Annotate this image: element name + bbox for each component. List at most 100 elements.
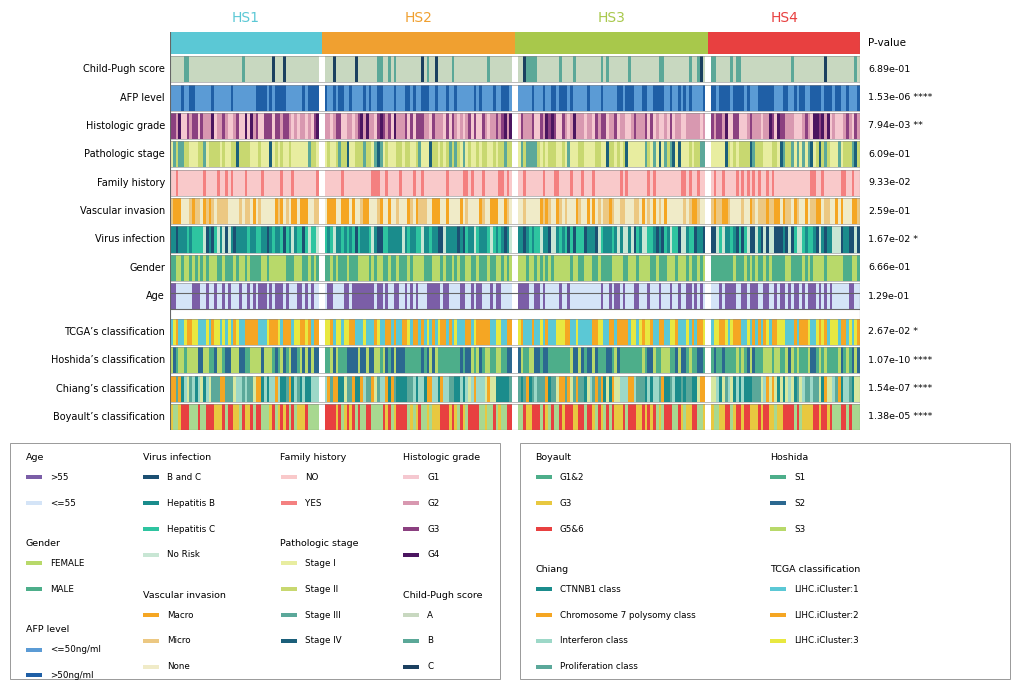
Bar xyxy=(835,347,837,373)
Bar xyxy=(512,283,515,310)
Bar xyxy=(338,255,340,281)
Bar xyxy=(644,170,647,196)
Bar xyxy=(338,319,340,345)
Bar xyxy=(534,347,537,373)
Bar xyxy=(741,85,743,111)
Bar xyxy=(765,347,768,373)
Bar xyxy=(398,113,401,139)
Bar xyxy=(743,170,746,196)
Bar xyxy=(754,226,757,252)
Text: None: None xyxy=(167,663,190,671)
Bar xyxy=(804,347,807,373)
Bar xyxy=(851,255,854,281)
Bar xyxy=(363,319,366,345)
Bar xyxy=(448,319,451,345)
Bar xyxy=(570,56,573,83)
Bar xyxy=(780,170,782,196)
Bar xyxy=(594,141,597,167)
Bar xyxy=(405,255,407,281)
Bar xyxy=(445,85,448,111)
Bar xyxy=(846,226,848,252)
Bar xyxy=(346,404,350,430)
Bar xyxy=(773,170,776,196)
Bar xyxy=(303,85,305,111)
Bar xyxy=(209,198,211,224)
Bar xyxy=(319,85,321,111)
Bar xyxy=(269,85,272,111)
Bar xyxy=(526,376,528,402)
Bar xyxy=(597,85,600,111)
Bar xyxy=(713,198,715,224)
Bar xyxy=(374,319,377,345)
Bar xyxy=(666,85,668,111)
Bar xyxy=(625,113,628,139)
Bar xyxy=(558,226,561,252)
Text: Macro: Macro xyxy=(167,611,194,620)
Bar xyxy=(790,283,793,310)
Bar xyxy=(424,255,426,281)
Bar xyxy=(415,226,418,252)
Bar xyxy=(550,404,553,430)
Bar xyxy=(768,376,771,402)
Bar xyxy=(457,319,460,345)
Bar xyxy=(190,141,192,167)
Bar xyxy=(518,255,520,281)
Bar xyxy=(575,141,578,167)
Bar xyxy=(820,404,823,430)
Bar xyxy=(426,198,429,224)
Bar xyxy=(368,376,371,402)
Bar xyxy=(256,170,258,196)
Bar xyxy=(462,170,465,196)
Bar xyxy=(752,347,754,373)
Bar xyxy=(738,404,741,430)
Bar xyxy=(209,255,211,281)
Bar xyxy=(434,226,437,252)
Bar xyxy=(440,198,443,224)
Bar xyxy=(368,56,371,83)
Bar xyxy=(715,347,718,373)
Bar xyxy=(788,319,790,345)
Bar xyxy=(581,113,584,139)
Bar xyxy=(622,141,625,167)
Bar xyxy=(379,347,382,373)
Bar xyxy=(180,141,183,167)
Bar xyxy=(581,198,584,224)
Bar xyxy=(828,319,832,345)
Bar xyxy=(451,113,453,139)
Bar xyxy=(335,347,338,373)
Bar xyxy=(175,56,178,83)
Bar xyxy=(686,347,688,373)
Bar xyxy=(746,319,749,345)
Bar xyxy=(297,319,300,345)
Bar xyxy=(743,85,746,111)
Bar xyxy=(303,113,305,139)
Text: C: C xyxy=(427,663,433,671)
Bar xyxy=(506,376,508,402)
Bar xyxy=(453,198,457,224)
Bar xyxy=(804,141,807,167)
Bar xyxy=(707,376,710,402)
Bar xyxy=(330,226,332,252)
Bar xyxy=(379,226,382,252)
Text: B and C: B and C xyxy=(167,473,201,482)
Bar xyxy=(515,113,518,139)
Bar xyxy=(300,283,303,310)
Bar xyxy=(584,170,586,196)
Bar xyxy=(550,376,553,402)
Text: G5&6: G5&6 xyxy=(559,524,584,533)
Bar xyxy=(561,319,565,345)
Bar xyxy=(321,283,324,310)
Bar xyxy=(476,319,479,345)
Bar xyxy=(247,85,250,111)
Bar xyxy=(686,319,688,345)
Bar xyxy=(851,283,854,310)
Bar xyxy=(823,404,826,430)
Bar xyxy=(699,347,702,373)
Bar xyxy=(476,404,479,430)
Bar xyxy=(352,56,355,83)
Bar xyxy=(835,255,837,281)
Bar xyxy=(733,113,735,139)
Bar xyxy=(335,56,338,83)
Bar xyxy=(616,255,620,281)
Bar xyxy=(335,283,338,310)
